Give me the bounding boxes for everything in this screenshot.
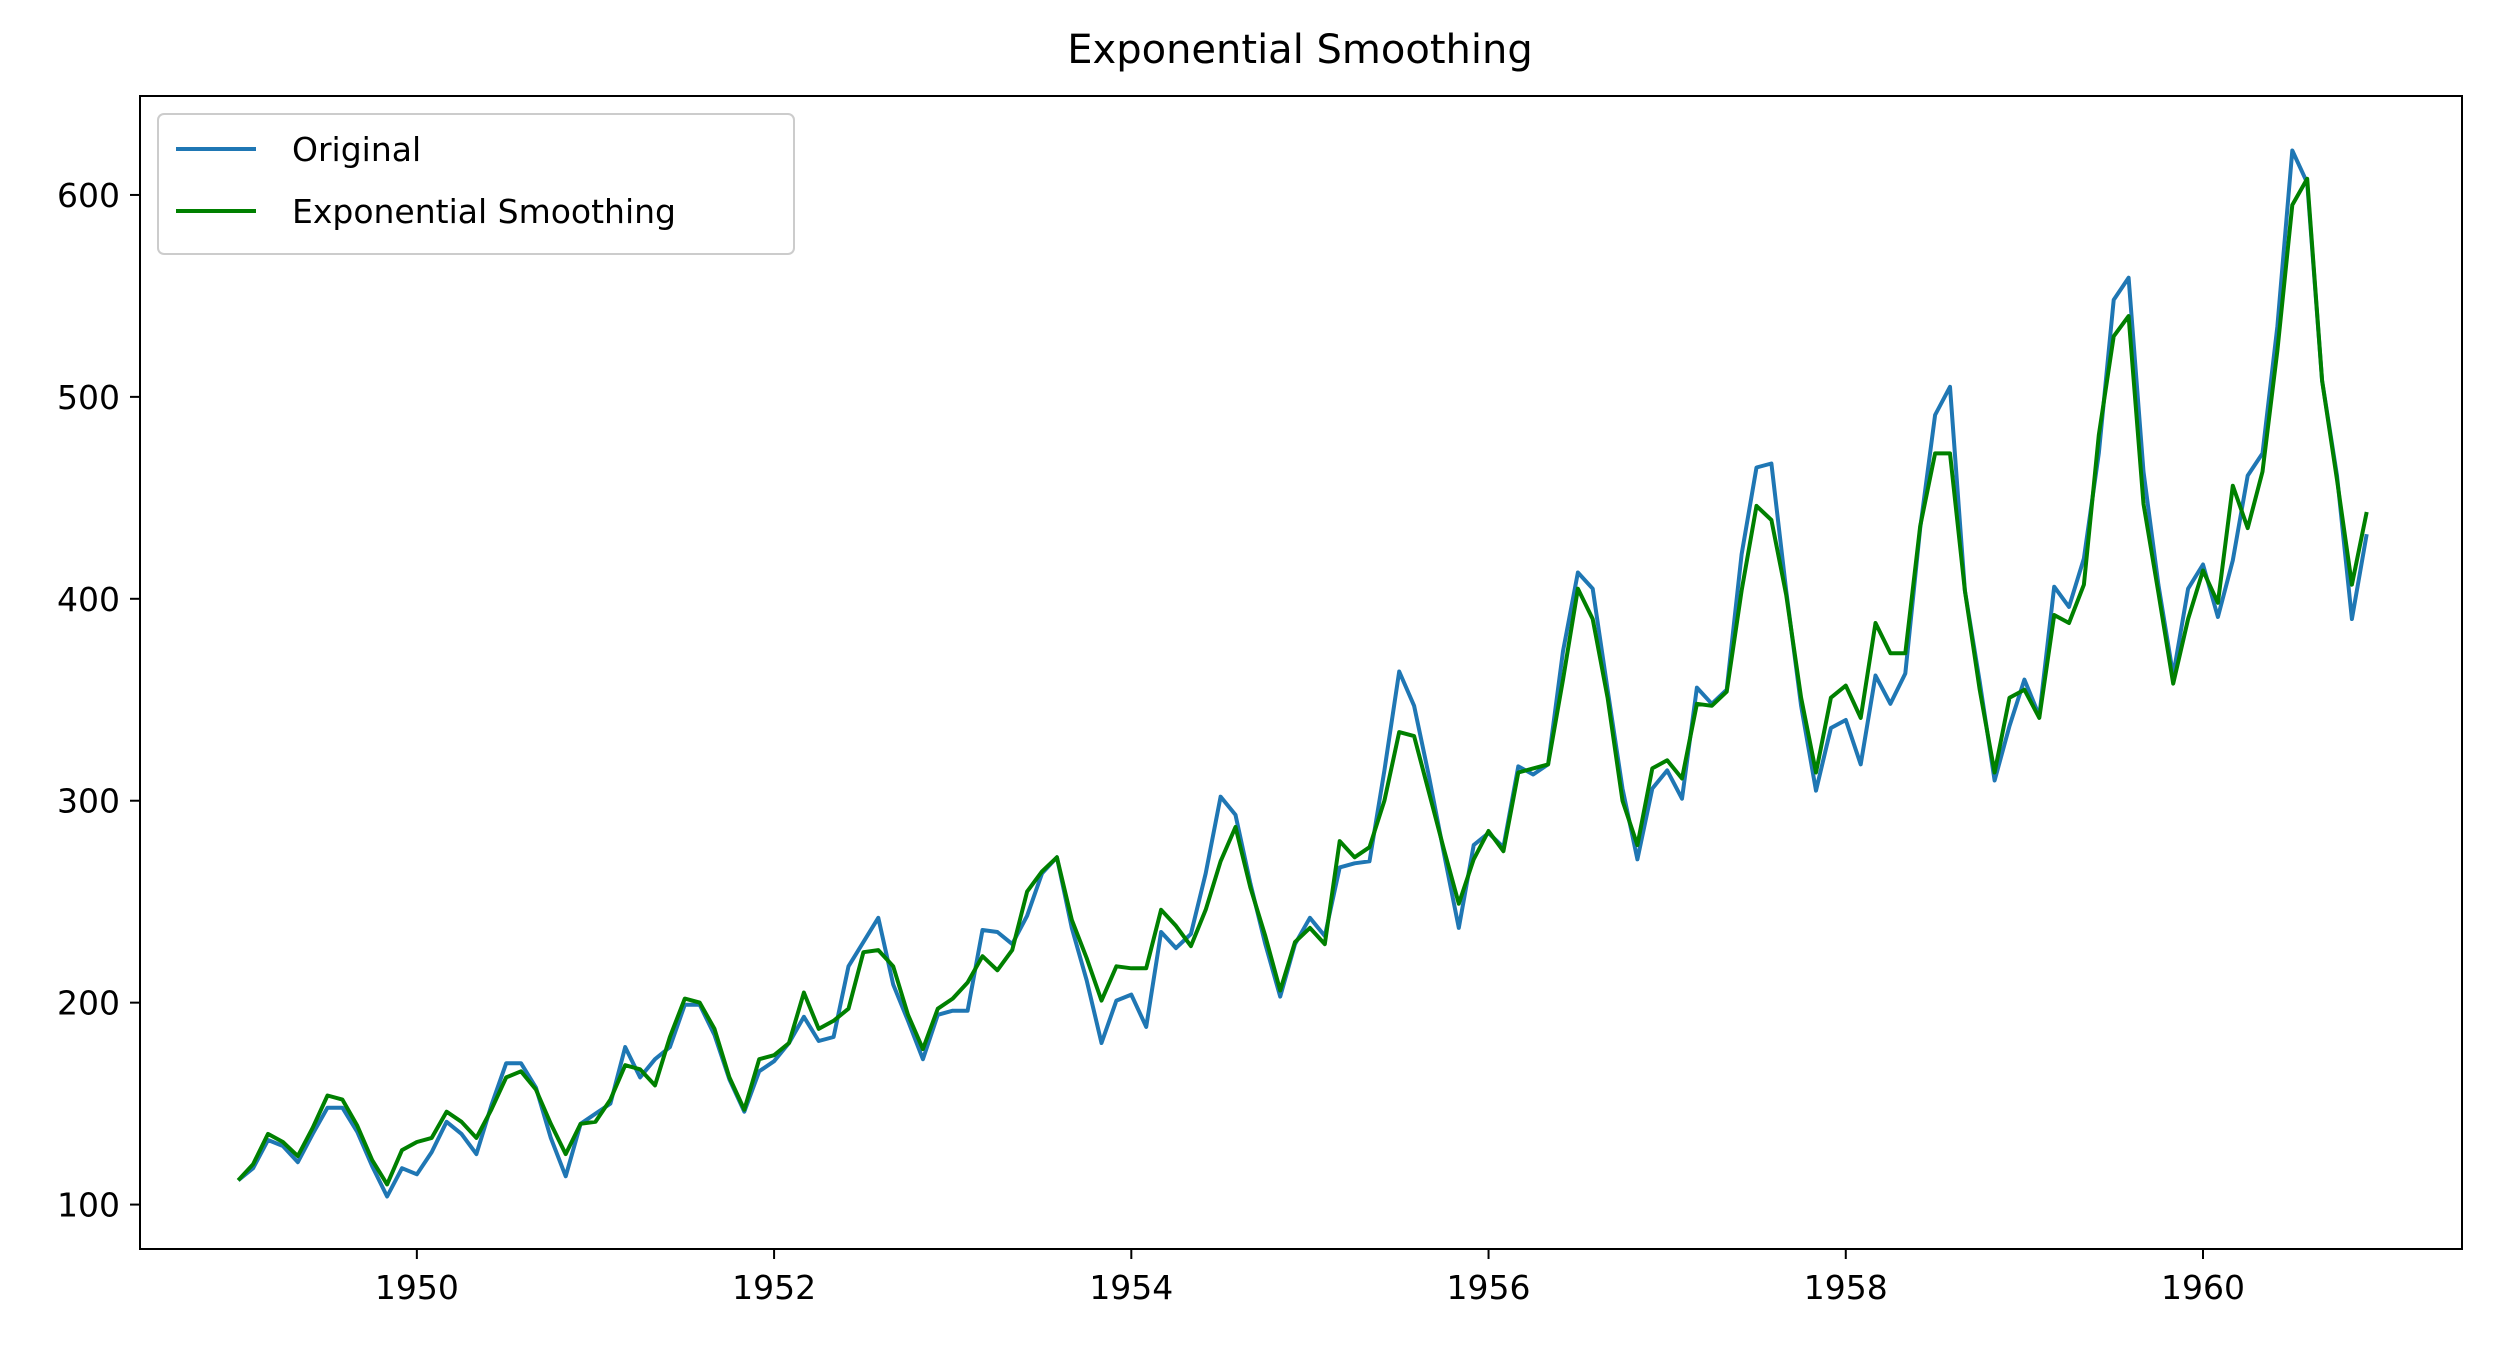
chart-title: Exponential Smoothing xyxy=(1067,27,1532,73)
x-tick-label: 1954 xyxy=(1089,1268,1173,1307)
y-tick-label: 300 xyxy=(57,782,120,821)
plot-area xyxy=(236,148,2369,1199)
x-tick-label: 1958 xyxy=(1804,1268,1888,1307)
y-tick-label: 600 xyxy=(57,176,120,215)
y-tick-label: 100 xyxy=(57,1186,120,1225)
y-tick-label: 200 xyxy=(57,984,120,1023)
x-tick-label: 1960 xyxy=(2161,1268,2245,1307)
x-tick-label: 1956 xyxy=(1447,1268,1531,1307)
series-line-original xyxy=(236,148,2369,1199)
y-tick-label: 400 xyxy=(57,580,120,619)
legend-label-original: Original xyxy=(292,130,421,169)
x-axis: 1950 1952 1954 1956 1958 1960 xyxy=(375,1249,2245,1307)
legend-box xyxy=(157,113,795,255)
legend: Original Exponential Smoothing xyxy=(157,113,795,255)
x-tick-label: 1952 xyxy=(732,1268,816,1307)
y-axis: 100 200 300 400 500 600 xyxy=(57,176,140,1225)
plot-frame xyxy=(139,95,2463,1250)
series-line-exponential-smoothing xyxy=(236,176,2369,1187)
x-tick-label: 1950 xyxy=(375,1268,459,1307)
y-tick-label: 500 xyxy=(57,378,120,417)
legend-label-exponential-smoothing: Exponential Smoothing xyxy=(292,192,676,231)
